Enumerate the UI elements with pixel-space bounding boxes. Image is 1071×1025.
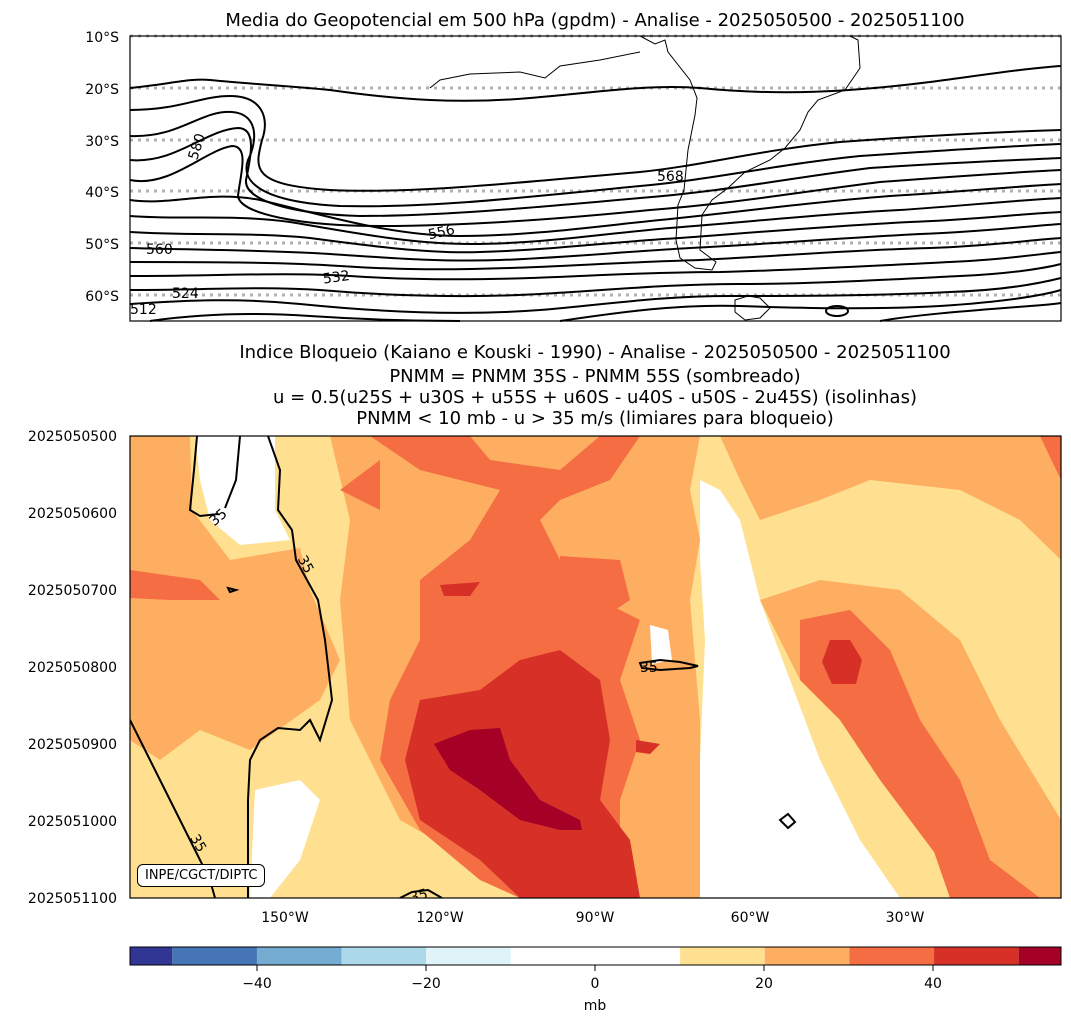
- contour-label-580: 580: [186, 132, 209, 162]
- lon-tick: 90°W: [576, 910, 615, 926]
- time-tick: 2025051100: [28, 891, 117, 907]
- lon-tick: 60°W: [731, 910, 770, 926]
- top-y-tick: 50°S: [85, 237, 119, 253]
- top-y-tick: 30°S: [85, 134, 119, 150]
- time-tick: 2025050500: [28, 429, 117, 445]
- top-y-tick: 60°S: [85, 289, 119, 305]
- top-y-tick: 20°S: [85, 82, 119, 98]
- top-panel-frame: [129, 35, 1062, 322]
- time-tick: 2025050800: [28, 660, 117, 676]
- time-tick: 2025050700: [28, 583, 117, 599]
- time-tick: 2025050900: [28, 737, 117, 753]
- isoline-label-35: 35: [408, 886, 429, 906]
- fill-neutral: [195, 436, 900, 898]
- fill-50-plus: [434, 728, 582, 830]
- colorbar-segment: [426, 947, 511, 965]
- colorbar-segment: [849, 947, 935, 965]
- contour-label-560: 560: [146, 242, 173, 258]
- bottom-title-line-4: PNMM < 10 mb - u > 35 m/s (limiares para…: [356, 408, 833, 429]
- contour-label-524: 524: [172, 286, 199, 302]
- geopotential-contours: [129, 65, 1062, 322]
- bottom-title-line-2: PNMM = PNMM 35S - PNMM 55S (sombreado): [389, 366, 800, 387]
- colorbar-tick: 0: [591, 976, 600, 992]
- time-tick: 2025051000: [28, 814, 117, 830]
- colorbar-segment: [510, 947, 681, 965]
- time-tick: 2025050600: [28, 506, 117, 522]
- colorbar-segment: [1018, 947, 1061, 965]
- lon-tick: 30°W: [886, 910, 925, 926]
- contour-label-512: 512: [130, 302, 157, 318]
- colorbar-ticks: −40 −20 0 20 40 mb: [242, 965, 942, 1014]
- bottom-title-line-3: u = 0.5(u25S + u30S + u55S + u60S - u40S…: [273, 387, 917, 408]
- colorbar-tick: −40: [242, 976, 272, 992]
- colorbar-tick: 40: [924, 976, 942, 992]
- isoline-label-35: 35: [640, 660, 658, 676]
- top-y-tick: 40°S: [85, 185, 119, 201]
- lon-tick: 120°W: [416, 910, 464, 926]
- colorbar-segment: [764, 947, 850, 965]
- isoline-label-35: 35: [186, 832, 209, 855]
- top-y-tick: 10°S: [85, 30, 119, 46]
- blocking-index-field: 35 35 35 35 35: [130, 436, 1061, 906]
- colorbar-segment: [172, 947, 257, 965]
- bottom-panel-title: Indice Bloqueio (Kaiano e Kouski - 1990)…: [239, 342, 950, 429]
- colorbar-segment: [256, 947, 342, 965]
- bottom-x-axis: 150°W 120°W 90°W 60°W 30°W: [261, 910, 924, 926]
- bottom-title-line-1: Indice Bloqueio (Kaiano e Kouski - 1990)…: [239, 342, 950, 363]
- bottom-panel-frame: [129, 435, 1062, 899]
- top-map-panel: 580 568 556 560 532 524 512: [129, 34, 1062, 322]
- colorbar-label: mb: [584, 998, 607, 1014]
- contour-label-568: 568: [657, 169, 684, 185]
- credit-label: INPE/CGCT/DIPTC: [137, 864, 266, 887]
- colorbar-segment: [934, 947, 1019, 965]
- colorbar-segment: [130, 947, 173, 965]
- contour-label-556: 556: [427, 222, 457, 243]
- top-y-axis: 10°S 20°S 30°S 40°S 50°S 60°S: [85, 30, 119, 305]
- lon-tick: 150°W: [261, 910, 309, 926]
- colorbar-tick: −20: [411, 976, 441, 992]
- fill-40-50: [405, 582, 862, 898]
- colorbar-tick: 20: [755, 976, 773, 992]
- bottom-y-axis: 2025050500 2025050600 2025050700 2025050…: [28, 429, 117, 907]
- colorbar: [130, 947, 1061, 965]
- contour-labels: 580 568 556 560 532 524 512: [130, 132, 684, 318]
- colorbar-segment: [680, 947, 765, 965]
- contour-label-532: 532: [322, 268, 351, 288]
- top-panel-title: Media do Geopotencial em 500 hPa (gpdm) …: [225, 10, 964, 31]
- isoline-label-35: 35: [294, 553, 316, 576]
- colorbar-segment: [341, 947, 427, 965]
